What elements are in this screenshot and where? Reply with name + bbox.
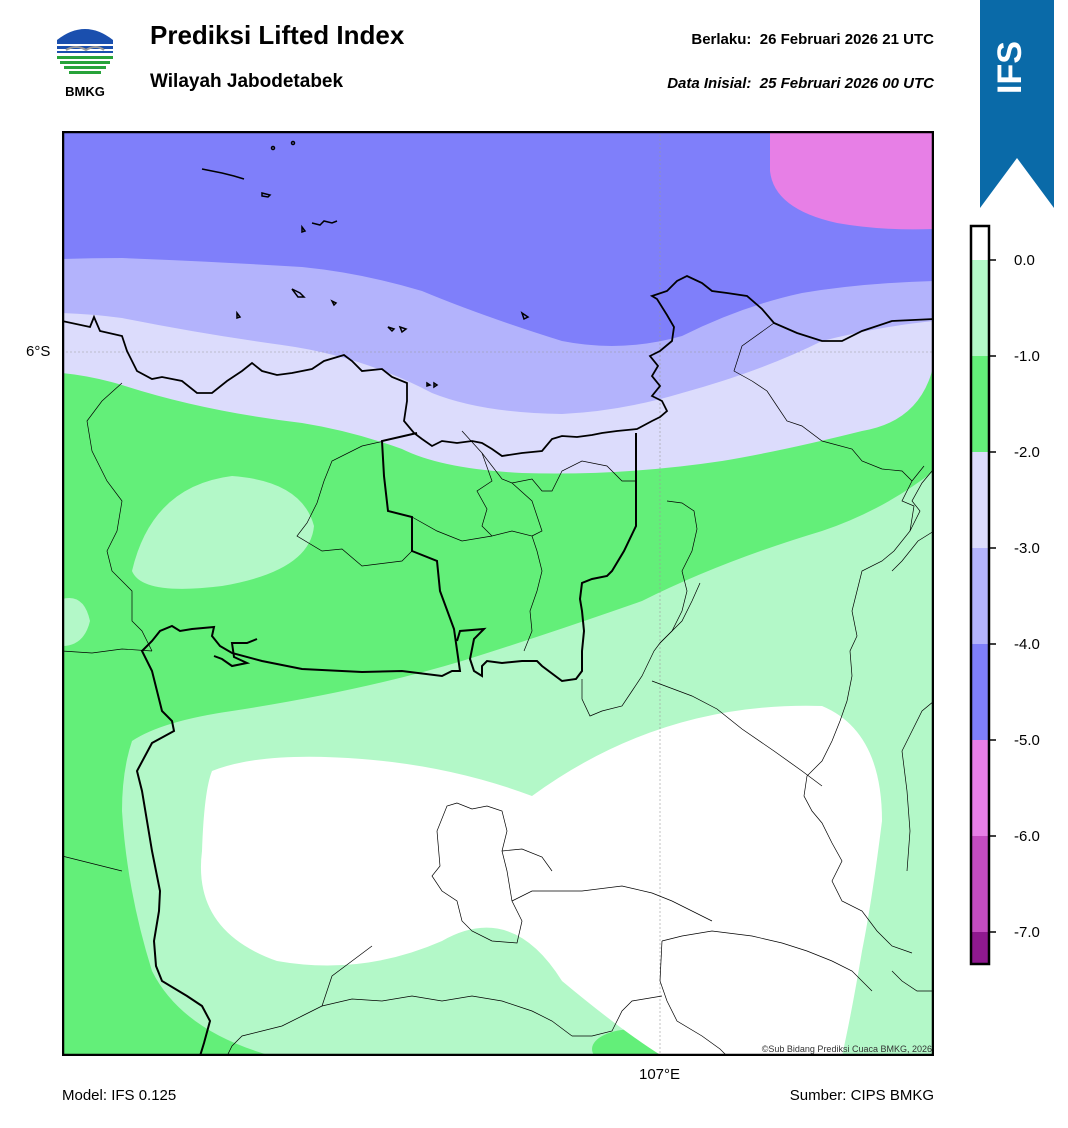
init-time: Data Inisial: 25 Februari 2026 00 UTC [667,75,934,92]
colorbar: 0.0 -1.0 -2.0 -3.0 -4.0 -5.0 -6.0 -7.0 [969,224,1040,966]
cbar-below-7 [971,932,989,964]
province-boundary-east [456,433,637,683]
lifted-index-map: ©Sub Bidang Prediksi Cuaca BMKG, 2026 [62,131,934,1056]
valid-label: Berlaku: [691,31,752,48]
valid-time-value: 26 Februari 2026 21 UTC [759,31,934,48]
cbar-tick-label: -3.0 [1014,540,1040,557]
lat-label: 6°S [26,343,51,360]
page-title: Prediksi Lifted Index [150,20,405,50]
cbar-tick-label: -7.0 [1014,924,1040,941]
source-info: Sumber: CIPS BMKG [789,1087,934,1104]
model-badge-text: IFS [990,41,1029,94]
cbar-4-to-5 [971,644,989,740]
init-time-value: 25 Februari 2026 00 UTC [759,75,934,92]
province-boundary [135,432,462,1056]
bmkg-logo-label: BMKG [65,84,105,99]
cbar-tick-label: -1.0 [1014,348,1040,365]
regency-boundaries [62,322,934,1056]
colorbar-ticks [989,259,996,933]
valid-time: Berlaku: 26 Februari 2026 21 UTC [691,31,934,48]
bmkg-logo-icon [52,20,118,102]
init-label: Data Inisial: [667,75,752,92]
map-credit: ©Sub Bidang Prediksi Cuaca BMKG, 2026 [762,1044,932,1054]
contour-5-to-6 [770,131,934,230]
model-info: Model: IFS 0.125 [62,1087,177,1104]
contour-light-bubble-edge [62,597,90,646]
cbar-0-to-1 [971,260,989,356]
region-subtitle: Wilayah Jabodetabek [150,71,344,92]
contour-above-0 [200,705,882,1056]
cbar-tick-label: -2.0 [1014,444,1040,461]
cbar-1-to-2 [971,356,989,452]
thousand-islands [201,140,530,389]
cbar-tick-label: -6.0 [1014,828,1040,845]
lon-label: 107°E [639,1066,681,1083]
cbar-tick-label: -4.0 [1014,636,1040,653]
cbar-tick-label: 0.0 [1014,252,1035,269]
cbar-2-to-3 [971,452,989,548]
province-boundary-small [213,638,258,668]
cbar-5-to-6 [971,740,989,836]
coastline [62,275,934,457]
model-ribbon [980,0,1054,208]
model-badge: IFS [980,36,1054,100]
cbar-6-to-7 [971,836,989,932]
cbar-tick-label: -5.0 [1014,732,1040,749]
contour-light-bubble-left [132,476,314,589]
cbar-3-to-4 [971,548,989,644]
